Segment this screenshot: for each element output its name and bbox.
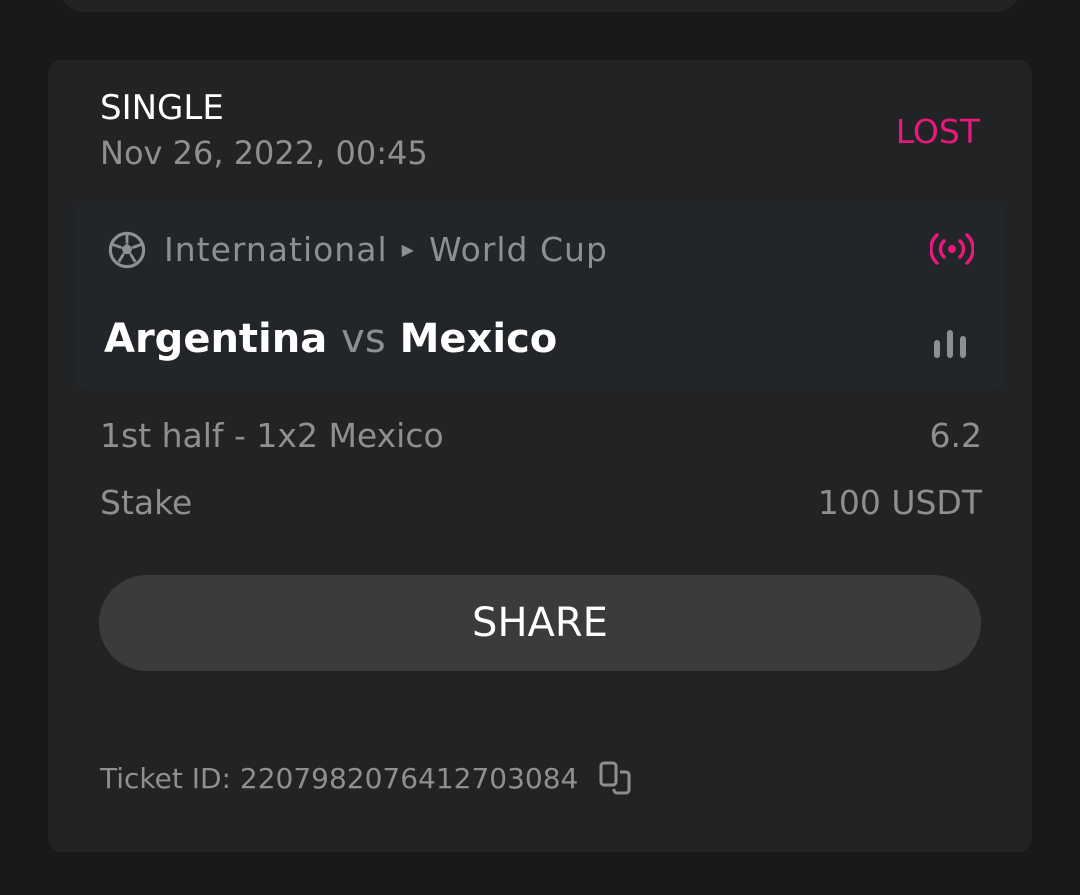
bet-date: Nov 26, 2022, 00:45: [100, 134, 428, 172]
live-broadcast-icon: [930, 233, 974, 265]
league-link[interactable]: World Cup: [428, 230, 608, 269]
selection-label: 1st half - 1x2 Mexico: [100, 416, 444, 455]
ticket-id-row: Ticket ID: 2207982076412703084: [100, 760, 634, 796]
bet-card: SINGLE Nov 26, 2022, 00:45 LOST Internat…: [48, 60, 1032, 852]
stake-value: 100 USDT: [817, 483, 982, 522]
away-team: Mexico: [399, 316, 558, 362]
chevron-right-icon: ▶: [401, 240, 415, 259]
status-badge: LOST: [895, 112, 980, 151]
bar-chart-icon[interactable]: [932, 328, 968, 358]
stake-row: Stake 100 USDT: [100, 483, 982, 522]
ticket-id: Ticket ID: 2207982076412703084: [100, 761, 579, 795]
odds-value: 6.2: [929, 416, 982, 455]
bet-type: SINGLE: [100, 88, 224, 128]
region-link[interactable]: International: [164, 230, 388, 269]
home-team: Argentina: [104, 316, 328, 362]
previous-bet-card: [60, 0, 1020, 12]
vs-label: vs: [341, 316, 386, 362]
share-button[interactable]: SHARE: [99, 575, 981, 671]
copy-icon[interactable]: [598, 760, 634, 796]
selection-row: 1st half - 1x2 Mexico 6.2: [100, 416, 982, 455]
stake-label: Stake: [100, 483, 193, 522]
soccer-ball-icon: [108, 231, 146, 268]
match-title: Argentina vs Mexico: [104, 316, 557, 362]
event-panel[interactable]: International ▶ World Cup Argentina vs M…: [76, 200, 1004, 390]
breadcrumb: International ▶ World Cup: [108, 230, 608, 269]
